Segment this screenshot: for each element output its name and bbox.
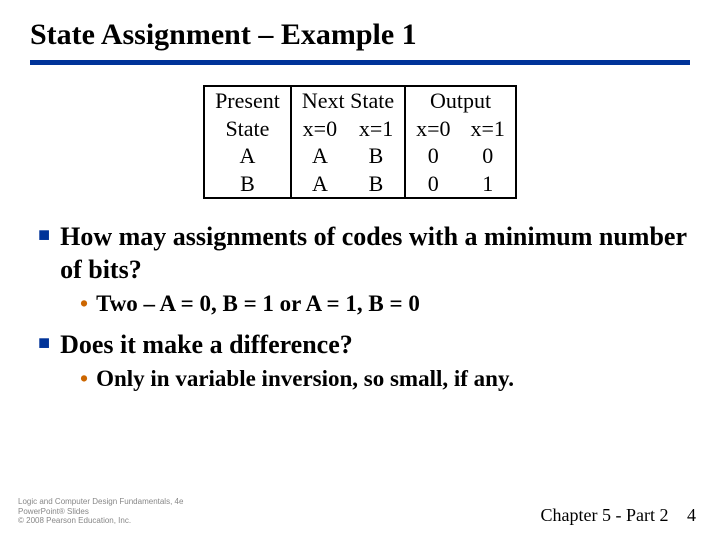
square-bullet-icon: ■ — [38, 221, 50, 249]
slide-title: State Assignment – Example 1 — [30, 18, 690, 52]
th-out-x0: x=0 — [405, 115, 460, 143]
bullet-list: ■ How may assignments of codes with a mi… — [30, 221, 690, 394]
bullet-2-1-text: Only in variable inversion, so small, if… — [96, 365, 514, 394]
bullet-2-text: Does it make a difference? — [60, 329, 690, 362]
td-next-0-1: B — [348, 142, 405, 170]
state-table-container: Present Next State Output State x=0 x=1 … — [30, 85, 690, 199]
bullet-2: ■ Does it make a difference? — [38, 329, 690, 362]
title-underline — [30, 60, 690, 65]
th-next: Next State — [291, 86, 405, 115]
state-table: Present Next State Output State x=0 x=1 … — [203, 85, 517, 199]
bullet-1: ■ How may assignments of codes with a mi… — [38, 221, 690, 286]
dot-bullet-icon: • — [80, 290, 88, 319]
td-present-0: A — [204, 142, 291, 170]
dot-bullet-icon: • — [80, 365, 88, 394]
td-out-0-0: 0 — [405, 142, 460, 170]
th-out-x1: x=1 — [461, 115, 516, 143]
td-present-1: B — [204, 170, 291, 199]
th-next-x0: x=0 — [291, 115, 348, 143]
td-next-1-0: A — [291, 170, 348, 199]
th-present-1: Present — [204, 86, 291, 115]
th-present-2: State — [204, 115, 291, 143]
bullet-1-1: • Two – A = 0, B = 1 or A = 1, B = 0 — [80, 290, 690, 319]
th-next-x1: x=1 — [348, 115, 405, 143]
td-next-1-1: B — [348, 170, 405, 199]
footer-line-2: PowerPoint® Slides — [18, 507, 183, 517]
td-out-0-1: 0 — [461, 142, 516, 170]
page-number: 4 — [687, 505, 696, 526]
footer-copyright: Logic and Computer Design Fundamentals, … — [18, 497, 183, 526]
square-bullet-icon: ■ — [38, 329, 50, 357]
footer-line-1: Logic and Computer Design Fundamentals, … — [18, 497, 183, 507]
td-out-1-1: 1 — [461, 170, 516, 199]
bullet-2-1: • Only in variable inversion, so small, … — [80, 365, 690, 394]
chapter-label: Chapter 5 - Part 2 — [541, 505, 669, 525]
th-output: Output — [405, 86, 516, 115]
footer-chapter: Chapter 5 - Part 2 4 — [541, 505, 696, 526]
td-next-0-0: A — [291, 142, 348, 170]
footer-line-3: © 2008 Pearson Education, Inc. — [18, 516, 183, 526]
bullet-1-text: How may assignments of codes with a mini… — [60, 221, 690, 286]
td-out-1-0: 0 — [405, 170, 460, 199]
bullet-1-1-text: Two – A = 0, B = 1 or A = 1, B = 0 — [96, 290, 420, 319]
